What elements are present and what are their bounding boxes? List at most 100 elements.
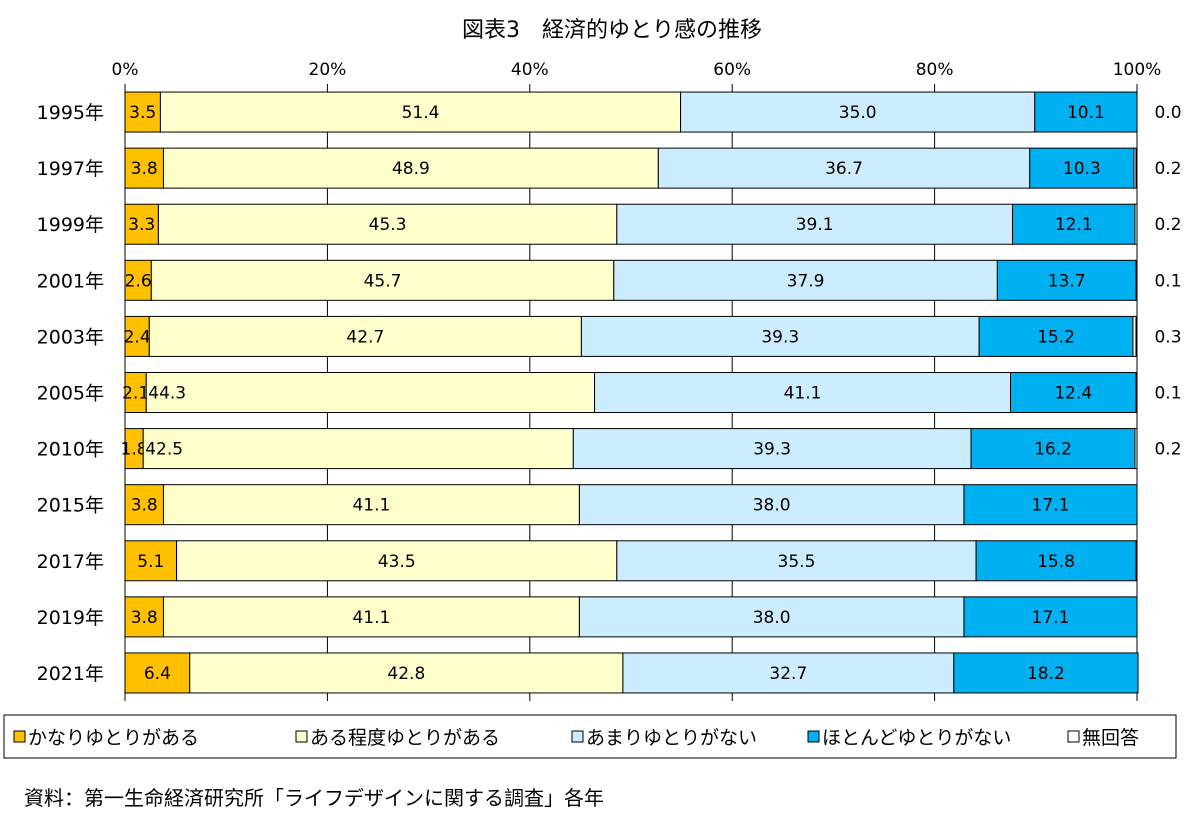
data-label: 12.4 [1054,384,1092,404]
y-category-label: 2001年 [37,270,104,292]
source-note: 資料：第一生命経済研究所「ライフデザインに関する調査」各年 [24,786,604,810]
y-category-label: 1997年 [37,158,104,180]
legend-label: ほとんどゆとりがない [822,727,1011,749]
bar-segment [148,315,582,357]
data-label: 0.2 [1154,159,1181,179]
data-label: 45.3 [369,215,407,235]
bar-segment [1133,147,1137,189]
data-label: 41.1 [784,384,822,404]
bar-segment [162,596,580,638]
data-label: 0.2 [1154,440,1181,460]
data-label: 38.0 [753,496,791,516]
bar-segment [142,428,574,470]
legend-swatch [807,730,820,743]
legend-label: ある程度ゆとりがある [310,727,500,749]
x-tick-label: 100% [1113,60,1162,80]
bar-segment [1012,203,1136,245]
y-category-label: 2003年 [37,326,104,348]
data-label: 0.0 [1154,103,1181,123]
data-label: 17.1 [1032,608,1070,628]
data-label: 44.3 [148,384,186,404]
data-label: 41.1 [352,496,390,516]
data-label: 51.4 [402,103,440,123]
data-label: 32.7 [769,664,807,684]
data-label: 3.3 [128,215,155,235]
data-label: 42.7 [346,327,384,347]
y-axis-labels: 1995年 1997年 1999年 2001年 2003年 2005年 2010年 2015年… [37,102,104,685]
data-label: 17.1 [1032,496,1070,516]
legend-swatch [13,730,26,743]
data-label: 36.7 [825,159,863,179]
data-label: 48.9 [392,159,430,179]
bar-segment [1134,203,1138,245]
bar-segment [124,259,152,301]
bar-segment [622,652,955,694]
bar-segment [657,147,1031,189]
bar-segment [1010,372,1137,413]
bar-segment [963,596,1138,638]
data-label: 0.1 [1154,384,1181,404]
bar-segment [157,203,618,245]
bar-segment [616,203,1014,245]
data-label: 3.8 [131,608,158,628]
data-label: 41.1 [352,608,390,628]
y-category-label: 2021年 [37,663,104,685]
bar-segment [124,315,150,357]
y-category-label: 2015年 [37,495,104,517]
bar-segment [963,484,1138,526]
data-label: 43.5 [378,552,416,572]
bars: 3.5 51.4 35.0 10.1 0.0 3.8 48.9 36.7 10.3 0.2 3.3 4… [121,91,1182,694]
bar-segment [124,147,164,189]
legend-label: かなりゆとりがある [28,727,199,749]
data-label: 10.1 [1067,103,1105,123]
data-label: 1.8 [121,440,148,460]
bar-segment [1029,147,1135,189]
bar-segment [124,91,161,133]
x-axis-ticks: 0% 20% 40% 60% 80% 100% [112,60,1162,80]
legend-swatch [295,730,308,743]
data-label: 0.2 [1154,215,1181,235]
bar-segment [970,428,1136,470]
data-label: 37.9 [787,271,825,291]
bar-segment [124,652,191,694]
bar-segment [578,484,965,526]
bar-segment [162,484,580,526]
data-label: 2.4 [124,327,151,347]
legend-label: 無回答 [1082,727,1139,749]
bar-segment [1134,428,1138,470]
legend-label: あまりゆとりがない [586,727,757,749]
legend-box [3,714,1177,759]
x-tick-label: 0% [112,60,139,80]
data-label: 5.1 [137,552,164,572]
x-tick-label: 60% [713,60,751,80]
data-label: 15.8 [1037,552,1075,572]
y-category-label: 1999年 [37,214,104,236]
chart-title: 図表3 経済的ゆとり感の推移 [462,18,762,43]
data-label: 2.1 [122,384,149,404]
data-label: 42.5 [145,440,183,460]
y-category-label: 2010年 [37,439,104,461]
bar-segment [124,203,159,245]
data-label: 35.5 [778,552,816,572]
data-label: 13.7 [1048,271,1086,291]
bar-segment [953,652,1139,694]
bar-segment [162,147,659,189]
bar-segment [975,540,1137,582]
legend: かなりゆとりがある ある程度ゆとりがある あまりゆとりがない ほとんどゆとりがない 無回… [3,714,1177,759]
y-category-label: 2017年 [37,551,104,573]
bar-segment [124,484,164,526]
x-tick-label: 80% [916,60,954,80]
data-label: 39.3 [753,440,791,460]
data-label: 39.3 [761,327,799,347]
y-category-label: 1995年 [37,102,104,124]
data-label: 6.4 [144,664,171,684]
data-label: 35.0 [839,103,877,123]
bar-segment [572,428,972,470]
bar-segment [594,372,1011,413]
legend-swatch [1067,730,1080,743]
bar-segment [1135,372,1138,413]
data-label: 2.6 [125,271,152,291]
legend-swatch [571,730,584,743]
bar-segment [150,259,615,301]
